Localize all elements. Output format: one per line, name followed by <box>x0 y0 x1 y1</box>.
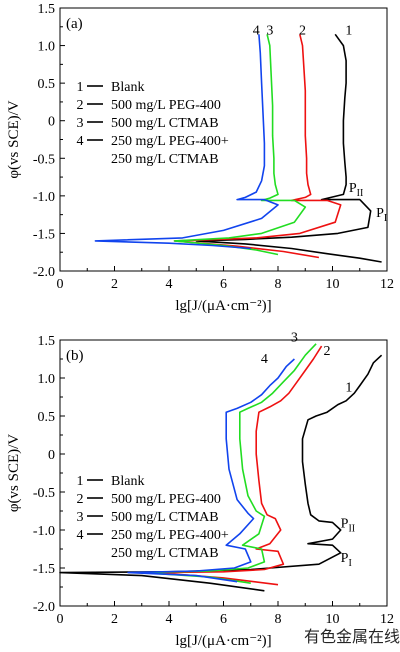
series-3-label: 3 <box>291 331 298 346</box>
x-tick-label: 12 <box>380 277 394 292</box>
y-tick-label: -2.0 <box>33 600 55 615</box>
peak-annotation-sub: II <box>357 188 364 199</box>
peak-annotation-sub: I <box>348 558 351 569</box>
legend-text: 250 mg/L CTMAB <box>111 152 219 167</box>
x-tick-label: 10 <box>326 612 340 627</box>
legend-text: 500 mg/L PEG-400 <box>111 492 221 507</box>
peak-annotation: PI <box>376 206 387 224</box>
legend-number: 3 <box>77 116 84 131</box>
x-tick-label: 4 <box>166 612 173 627</box>
legend-text: Blank <box>111 80 144 95</box>
legend-text: 500 mg/L CTMAB <box>111 510 219 525</box>
panel-a: 0 2 4 6 8 10 12-2.0-1.5-1.0-0.500.51.01.5lg[J/… <box>6 2 394 314</box>
x-tick-label: 2 <box>111 612 118 627</box>
y-tick-label: 0 <box>48 448 55 463</box>
peak-annotation-main: P <box>341 517 349 532</box>
peak-annotation: PII <box>349 181 363 199</box>
series-3-line <box>141 343 317 584</box>
series-3-label: 3 <box>266 23 273 38</box>
peak-annotation: PII <box>341 517 355 535</box>
legend-number: 1 <box>77 474 84 489</box>
x-tick-label: 4 <box>166 277 173 292</box>
x-axis-label: lg[J/(μA·cm⁻²)] <box>175 633 271 649</box>
x-tick-label: 8 <box>275 612 282 627</box>
y-tick-label: 1.0 <box>38 372 56 387</box>
y-tick-label: -0.5 <box>33 486 55 501</box>
series-4-line <box>94 34 279 250</box>
y-tick-label: -1.5 <box>33 562 55 577</box>
peak-annotation-main: P <box>349 181 357 196</box>
plot-frame <box>59 339 388 607</box>
y-tick-label: -1.0 <box>33 190 55 205</box>
series-4-line <box>127 358 295 583</box>
y-tick-label: 1.5 <box>38 334 56 349</box>
series-2-label: 2 <box>324 344 331 359</box>
series-1-line <box>195 33 382 263</box>
legend-number: 2 <box>77 98 84 113</box>
legend-text: 500 mg/L PEG-400 <box>111 98 221 113</box>
y-tick-label: -2.0 <box>33 265 55 280</box>
x-tick-label: 2 <box>111 277 118 292</box>
peak-annotation: PI <box>341 551 352 569</box>
x-tick-label: 10 <box>326 277 340 292</box>
y-tick-label: -1.5 <box>33 227 55 242</box>
y-tick-label: 0.5 <box>38 77 56 92</box>
x-tick-label: 12 <box>380 612 394 627</box>
series-4-label: 4 <box>253 23 260 38</box>
legend-number: 4 <box>77 528 84 543</box>
series-1-line <box>59 354 383 592</box>
y-tick-label: 1.5 <box>38 2 56 17</box>
y-tick-label: 0.5 <box>38 410 56 425</box>
panel-label: (b) <box>66 348 84 364</box>
legend-text: 250 mg/L PEG-400+ <box>111 528 229 543</box>
y-axis-label: φ(vs SCE)/V <box>6 100 22 178</box>
series-4-label: 4 <box>261 352 268 367</box>
watermark-text: 有色金属在线 <box>304 628 400 646</box>
peak-annotation-sub: I <box>384 213 387 224</box>
panel-label: (a) <box>66 16 83 32</box>
legend-number: 3 <box>77 510 84 525</box>
legend-text: 250 mg/L CTMAB <box>111 546 219 561</box>
peak-annotation-main: P <box>341 551 349 566</box>
legend-text: 500 mg/L CTMAB <box>111 116 219 131</box>
panel-b: 0 2 4 6 8 10 12-2.0-1.5-1.0-0.500.51.01.5lg[J/… <box>6 331 394 649</box>
x-tick-label: 8 <box>275 277 282 292</box>
x-axis-label: lg[J/(μA·cm⁻²)] <box>175 298 271 314</box>
legend-text: 250 mg/L PEG-400+ <box>111 134 229 149</box>
x-tick-label: 0 <box>57 277 64 292</box>
x-tick-label: 6 <box>220 612 227 627</box>
legend-number: 1 <box>77 80 84 95</box>
peak-annotation-main: P <box>376 206 384 221</box>
y-tick-label: 0 <box>48 115 55 130</box>
series-1-label: 1 <box>345 23 352 38</box>
x-tick-label: 6 <box>220 277 227 292</box>
x-tick-label: 0 <box>57 612 64 627</box>
series-1-label: 1 <box>345 381 352 396</box>
legend-text: Blank <box>111 474 144 489</box>
peak-annotation-sub: II <box>348 524 355 535</box>
y-tick-label: -1.0 <box>33 524 55 539</box>
series-2-line <box>154 345 323 586</box>
legend-number: 2 <box>77 492 84 507</box>
series-2-label: 2 <box>299 23 306 38</box>
y-axis-label: φ(vs SCE)/V <box>6 434 22 512</box>
legend-number: 4 <box>77 134 84 149</box>
y-tick-label: -0.5 <box>33 152 55 167</box>
y-tick-label: 1.0 <box>38 40 56 55</box>
